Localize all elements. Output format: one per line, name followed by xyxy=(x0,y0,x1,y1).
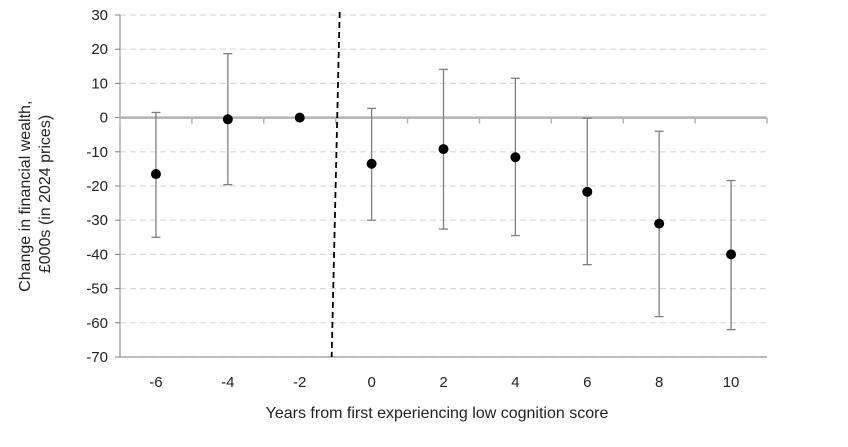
x-tick-label: -6 xyxy=(149,374,162,391)
data-point xyxy=(726,249,737,260)
y-tick-label: 30 xyxy=(91,7,108,24)
y-tick-label: 20 xyxy=(91,41,108,58)
x-tick-label: -2 xyxy=(293,374,306,391)
y-tick-label: -30 xyxy=(86,212,108,229)
x-tick-label: 10 xyxy=(723,374,740,391)
y-axis-title-line-2: £000s (in 2024 prices) xyxy=(37,115,54,273)
data-series xyxy=(150,11,737,358)
data-point xyxy=(510,152,521,163)
data-point xyxy=(222,114,233,125)
x-axis-title: Years from first experiencing low cognit… xyxy=(266,405,609,422)
data-point xyxy=(366,158,377,169)
x-tick-label: -4 xyxy=(221,374,234,391)
y-tick-label: -40 xyxy=(86,246,108,263)
y-tick-label: -20 xyxy=(86,178,108,195)
x-tick-label: 8 xyxy=(655,374,663,391)
y-tick-label: 10 xyxy=(91,75,108,92)
x-tick-label: 0 xyxy=(367,374,375,391)
y-tick-label: -10 xyxy=(86,144,108,161)
data-point xyxy=(150,169,161,180)
x-tick-label: 2 xyxy=(439,374,447,391)
y-axis-title-line-1: Change in financial wealth, xyxy=(17,101,34,292)
x-tick-label: 4 xyxy=(511,374,519,391)
data-point xyxy=(294,112,305,123)
reference-line xyxy=(330,11,341,358)
x-tick-label: 6 xyxy=(583,374,591,391)
y-tick-label: -60 xyxy=(86,315,108,332)
y-tick-label: -50 xyxy=(86,281,108,298)
data-point xyxy=(582,186,593,197)
y-tick-label: -70 xyxy=(86,349,108,366)
y-axis-title: Change in financial wealth, £000s (in 20… xyxy=(17,96,54,292)
y-tick-label: 0 xyxy=(100,110,108,127)
data-point xyxy=(654,218,665,229)
data-point xyxy=(438,144,449,155)
